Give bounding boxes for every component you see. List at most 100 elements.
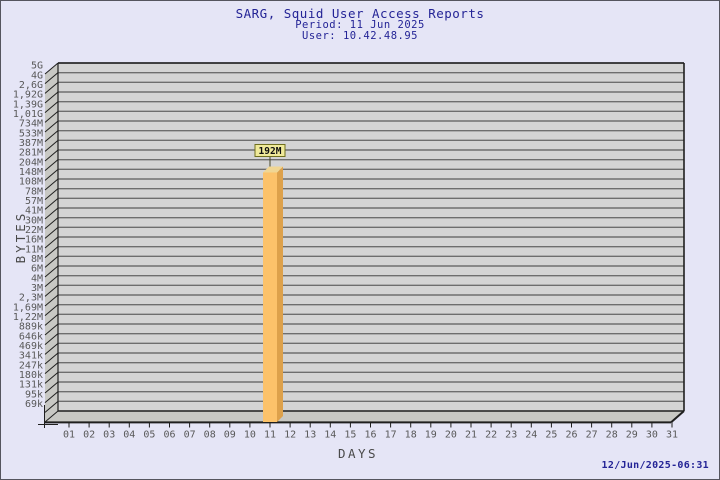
annotation-box: [254, 143, 286, 157]
y-tick: [44, 188, 59, 201]
y-tick: [44, 159, 59, 172]
y-tick-label: 22M: [25, 225, 43, 236]
y-tick-label: 41M: [25, 206, 43, 217]
y-tick: [44, 217, 59, 230]
y-tick: [44, 323, 59, 336]
y-tick: [44, 255, 59, 268]
y-tick-label: 1,22M: [13, 312, 43, 323]
x-tick-label: 13: [304, 430, 316, 441]
y-tick: [44, 149, 59, 162]
y-tick-label: 281M: [19, 148, 43, 159]
y-tick: [44, 62, 59, 75]
y-tick: [44, 352, 59, 365]
x-tick-label: 06: [163, 430, 175, 441]
y-tick-label: 30M: [25, 215, 43, 226]
y-tick: [44, 371, 59, 384]
x-tick-label: 02: [83, 430, 95, 441]
x-tick-label: 05: [143, 430, 155, 441]
y-tick: [44, 294, 59, 307]
y-tick: [44, 178, 59, 191]
x-tick-label: 17: [385, 430, 397, 441]
y-tick: [44, 72, 59, 85]
y-tick-label: 16M: [25, 235, 43, 246]
x-tick-label: 21: [465, 430, 477, 441]
x-tick-label: 23: [505, 430, 517, 441]
y-tick-label: 5G: [31, 61, 43, 72]
y-tick-label: 1,01G: [13, 109, 43, 120]
y-tick-label: 3M: [31, 283, 43, 294]
x-tick-label: 25: [545, 430, 557, 441]
y-tick: [44, 81, 59, 94]
floor-corner-edge: [670, 410, 685, 424]
y-tick-label: 57M: [25, 196, 43, 207]
x-tick-label: 01: [63, 430, 75, 441]
y-tick-label: 1,39G: [13, 99, 43, 110]
x-tick-label: 07: [184, 430, 196, 441]
y-tick: [44, 333, 59, 346]
chart-period: Period: 11 Jun 2025: [295, 19, 425, 31]
y-tick-label: 6M: [31, 264, 43, 275]
y-tick: [44, 246, 59, 259]
y-tick-label: 148M: [19, 167, 43, 178]
y-tick: [44, 236, 59, 249]
x-tick-label: 09: [224, 430, 236, 441]
y-tick-label: 78M: [25, 186, 43, 197]
y-tick: [44, 284, 59, 297]
x-tick-label: 20: [445, 430, 457, 441]
y-tick-label: 734M: [19, 119, 43, 130]
y-tick-label: 69k: [25, 399, 43, 410]
y-tick-label: 4M: [31, 273, 43, 284]
y-tick-label: 646k: [19, 331, 43, 342]
x-tick-label: 14: [324, 430, 336, 441]
y-tick-label: 8M: [31, 254, 43, 265]
x-tick-label: 12: [284, 430, 296, 441]
y-tick-label: 533M: [19, 128, 43, 139]
y-tick-label: 11M: [25, 244, 43, 255]
wall-bottom-edge: [44, 410, 59, 423]
y-tick-label: 180k: [19, 370, 43, 381]
y-tick-label: 387M: [19, 138, 43, 149]
y-tick: [44, 226, 59, 239]
x-tick-label: 31: [666, 430, 678, 441]
y-tick-label: 1,69M: [13, 302, 43, 313]
bar-value-label: 192M: [259, 146, 282, 157]
y-tick: [44, 313, 59, 326]
x-tick-label: 28: [606, 430, 618, 441]
x-tick-label: 24: [525, 430, 537, 441]
y-tick: [44, 110, 59, 123]
y-tick-label: 131k: [19, 380, 43, 391]
floor: [45, 411, 684, 422]
bar-side-face: [277, 166, 283, 422]
y-tick-label: 108M: [19, 177, 43, 188]
y-tick: [44, 139, 59, 152]
x-tick-label: 19: [425, 430, 437, 441]
bar-day-11: [263, 172, 277, 422]
y-tick: [44, 130, 59, 143]
y-tick-label: 204M: [19, 157, 43, 168]
x-tick-label: 04: [123, 430, 135, 441]
y-tick: [44, 400, 59, 413]
x-tick-label: 29: [626, 430, 638, 441]
y-tick: [44, 101, 59, 114]
x-tick-label: 03: [103, 430, 115, 441]
y-tick-label: 1,92G: [13, 90, 43, 101]
y-tick: [44, 265, 59, 278]
y-tick: [44, 91, 59, 104]
chart-header: SARG, Squid User Access Reports Period: …: [1, 7, 719, 42]
y-axis-title: BYTES: [13, 211, 28, 264]
x-tick-label: 10: [244, 430, 256, 441]
y-tick: [44, 391, 59, 404]
x-tick-label: 27: [586, 430, 598, 441]
y-tick: [44, 342, 59, 355]
y-tick-label: 2,3M: [19, 293, 43, 304]
y-tick-label: 4G: [31, 70, 43, 81]
y-tick-label: 95k: [25, 389, 43, 400]
y-tick: [44, 381, 59, 394]
y-tick: [44, 207, 59, 220]
y-tick: [44, 168, 59, 181]
y-tick: [44, 120, 59, 133]
y-tick-label: 889k: [19, 322, 43, 333]
x-tick-label: 22: [485, 430, 497, 441]
